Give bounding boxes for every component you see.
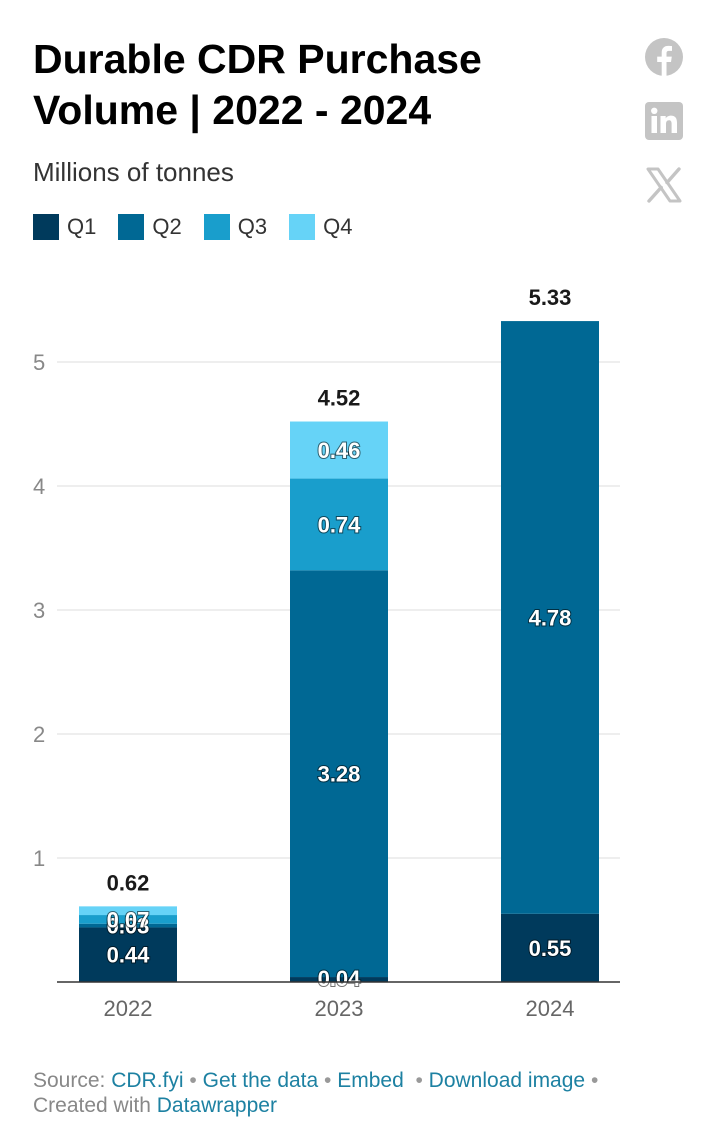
legend-label-q3: Q3 bbox=[237, 214, 268, 239]
legend-item-q3: Q3 bbox=[203, 214, 268, 240]
legend-swatch-q2 bbox=[118, 214, 145, 240]
legend-swatch-q1 bbox=[33, 214, 59, 240]
data-label: 0.46 bbox=[318, 438, 361, 463]
chart-subtitle: Millions of tonnes bbox=[33, 157, 234, 187]
footer-separator: • bbox=[415, 1069, 423, 1092]
chart-title: Durable CDR Purchase Volume | 2022 - 202… bbox=[33, 36, 482, 133]
source-link[interactable]: CDR.fyi bbox=[111, 1069, 184, 1092]
total-label: 0.62 bbox=[107, 870, 150, 895]
total-label: 5.33 bbox=[529, 285, 572, 310]
legend-item-q4: Q4 bbox=[289, 214, 352, 240]
data-label: 0.74 bbox=[318, 512, 362, 537]
footer-separator: • bbox=[590, 1069, 599, 1092]
legend-label-q2: Q2 bbox=[152, 214, 182, 239]
total-label: 4.52 bbox=[318, 386, 361, 411]
bar-segment-q2 bbox=[79, 923, 177, 928]
x-icon[interactable] bbox=[644, 165, 684, 205]
y-tick-label: 1 bbox=[33, 846, 45, 871]
facebook-icon[interactable] bbox=[644, 37, 684, 77]
linkedin-icon[interactable] bbox=[644, 101, 684, 141]
stacked-bar-chart: 1 2 3 4 5 0.44 0.030.07 0.62 2022 0.04 3.28 0.74 0.… bbox=[33, 285, 620, 1021]
data-label: 0.03 bbox=[107, 914, 150, 939]
get-the-data-link[interactable]: Get the data bbox=[202, 1069, 319, 1092]
bar-segment-q3 bbox=[290, 478, 388, 571]
bar-segment-q4 bbox=[290, 421, 388, 479]
data-label: 0.04 bbox=[318, 966, 362, 991]
data-label: 0.44 bbox=[107, 943, 151, 968]
data-label: 0.07 bbox=[107, 907, 150, 932]
y-tick-label: 2 bbox=[33, 722, 45, 747]
download-image-link[interactable]: Download image bbox=[428, 1069, 586, 1092]
bar-segment-q1 bbox=[290, 977, 388, 982]
legend: Q1 Q2 Q3 Q4 bbox=[33, 214, 352, 240]
x-tick-label: 2022 bbox=[104, 996, 153, 1021]
created-with-label: Created with bbox=[33, 1094, 157, 1117]
bar-segment-q2 bbox=[501, 321, 599, 914]
data-label: 4.78 bbox=[529, 605, 572, 630]
bar-segment-q2 bbox=[290, 570, 388, 978]
source-label: Source: bbox=[33, 1069, 112, 1092]
bar-segment-q1 bbox=[501, 913, 599, 982]
y-tick-label: 4 bbox=[33, 474, 45, 499]
data-label: 3.28 bbox=[318, 762, 361, 787]
legend-swatch-q4 bbox=[289, 214, 316, 240]
bar-segment-q3 bbox=[79, 915, 177, 924]
footer-separator: • bbox=[189, 1069, 197, 1092]
bar-segment-q1 bbox=[79, 927, 177, 982]
bar-segment-q4 bbox=[79, 906, 177, 916]
y-tick-label: 5 bbox=[33, 350, 45, 375]
footer: Source: CDR.fyi • Get the data • Embed •… bbox=[33, 1068, 693, 1118]
footer-separator: • bbox=[324, 1069, 332, 1092]
legend-item-q2: Q2 bbox=[118, 214, 182, 240]
embed-link[interactable]: Embed bbox=[337, 1069, 404, 1092]
x-tick-label: 2024 bbox=[526, 996, 575, 1021]
x-tick-label: 2023 bbox=[315, 996, 364, 1021]
legend-label-q1: Q1 bbox=[67, 214, 97, 239]
legend-item-q1: Q1 bbox=[33, 214, 96, 240]
datawrapper-link[interactable]: Datawrapper bbox=[156, 1094, 277, 1117]
y-tick-label: 3 bbox=[33, 598, 45, 623]
legend-swatch-q3 bbox=[203, 214, 230, 240]
legend-label-q4: Q4 bbox=[323, 214, 353, 239]
data-label: 0.55 bbox=[529, 936, 572, 961]
